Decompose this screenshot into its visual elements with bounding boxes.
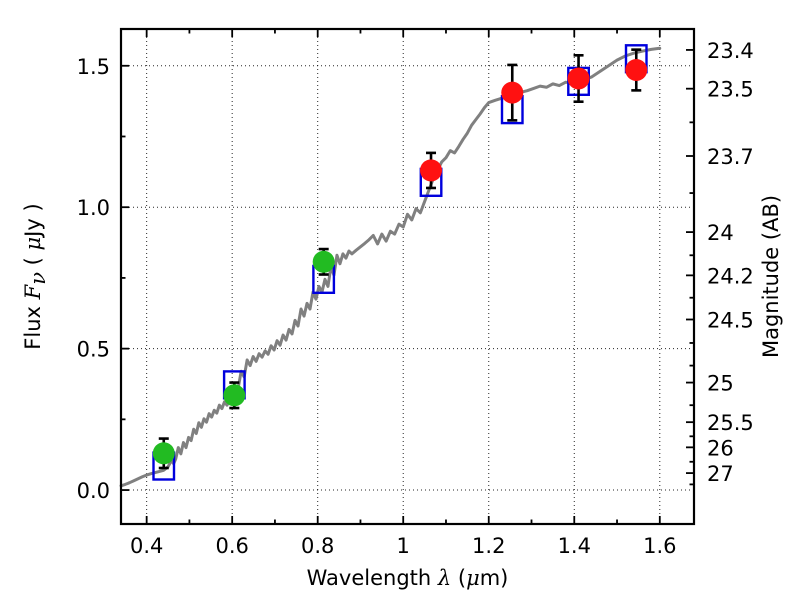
axis-tick-labels: 0.4 0.6 0.8 1 1.2 1.4 1.6 0.0 0.5 1.0 1.5 23.4 23.5 2… bbox=[21, 39, 783, 590]
right-ticklabel-9: 27 bbox=[707, 462, 734, 486]
right-ticklabel-5: 24.5 bbox=[707, 308, 754, 332]
xticklabel-0: 0.4 bbox=[130, 534, 163, 558]
right-ticklabel-4: 24.2 bbox=[707, 264, 754, 288]
data-point-0-1 bbox=[223, 384, 246, 407]
axes-frame bbox=[119, 27, 696, 526]
axis-ticks bbox=[121, 29, 694, 524]
yticklabel-1: 0.5 bbox=[77, 338, 110, 362]
right-ticklabel-2: 23.7 bbox=[707, 145, 754, 169]
data-point-0-0 bbox=[152, 442, 175, 465]
xticklabel-4: 1.2 bbox=[472, 534, 505, 558]
xticklabel-2: 0.8 bbox=[301, 534, 334, 558]
yaxis-title: Flux Fν ( μJy ) bbox=[21, 203, 50, 349]
yticklabel-0: 0.0 bbox=[77, 479, 110, 503]
grid-layer bbox=[121, 29, 694, 524]
data-point-1-1 bbox=[501, 81, 524, 104]
yticklabel-3: 1.5 bbox=[77, 55, 110, 79]
data-point-0-2 bbox=[312, 250, 335, 273]
xaxis-title: Wavelength λ (μm) bbox=[307, 566, 509, 590]
right-ticklabel-7: 25.5 bbox=[707, 411, 754, 435]
plot-frame bbox=[119, 27, 696, 526]
xticklabel-3: 1 bbox=[397, 534, 410, 558]
xticklabel-1: 0.6 bbox=[215, 534, 248, 558]
data-point-1-2 bbox=[567, 67, 590, 90]
yticklabel-2: 1.0 bbox=[77, 196, 110, 220]
right-ticklabel-8: 26 bbox=[707, 436, 734, 460]
right-ticklabel-3: 24 bbox=[707, 221, 734, 245]
observed-photometry-points bbox=[152, 59, 648, 465]
data-point-1-3 bbox=[625, 59, 648, 82]
right-ticklabel-1: 23.5 bbox=[707, 78, 754, 102]
xticklabel-6: 1.6 bbox=[643, 534, 676, 558]
right-ticklabel-0: 23.4 bbox=[707, 39, 754, 63]
data-point-1-0 bbox=[420, 159, 443, 182]
right-ticklabel-6: 25 bbox=[707, 372, 734, 396]
xticklabel-5: 1.4 bbox=[558, 534, 591, 558]
right-axis-title: Magnitude (AB) bbox=[759, 195, 783, 358]
